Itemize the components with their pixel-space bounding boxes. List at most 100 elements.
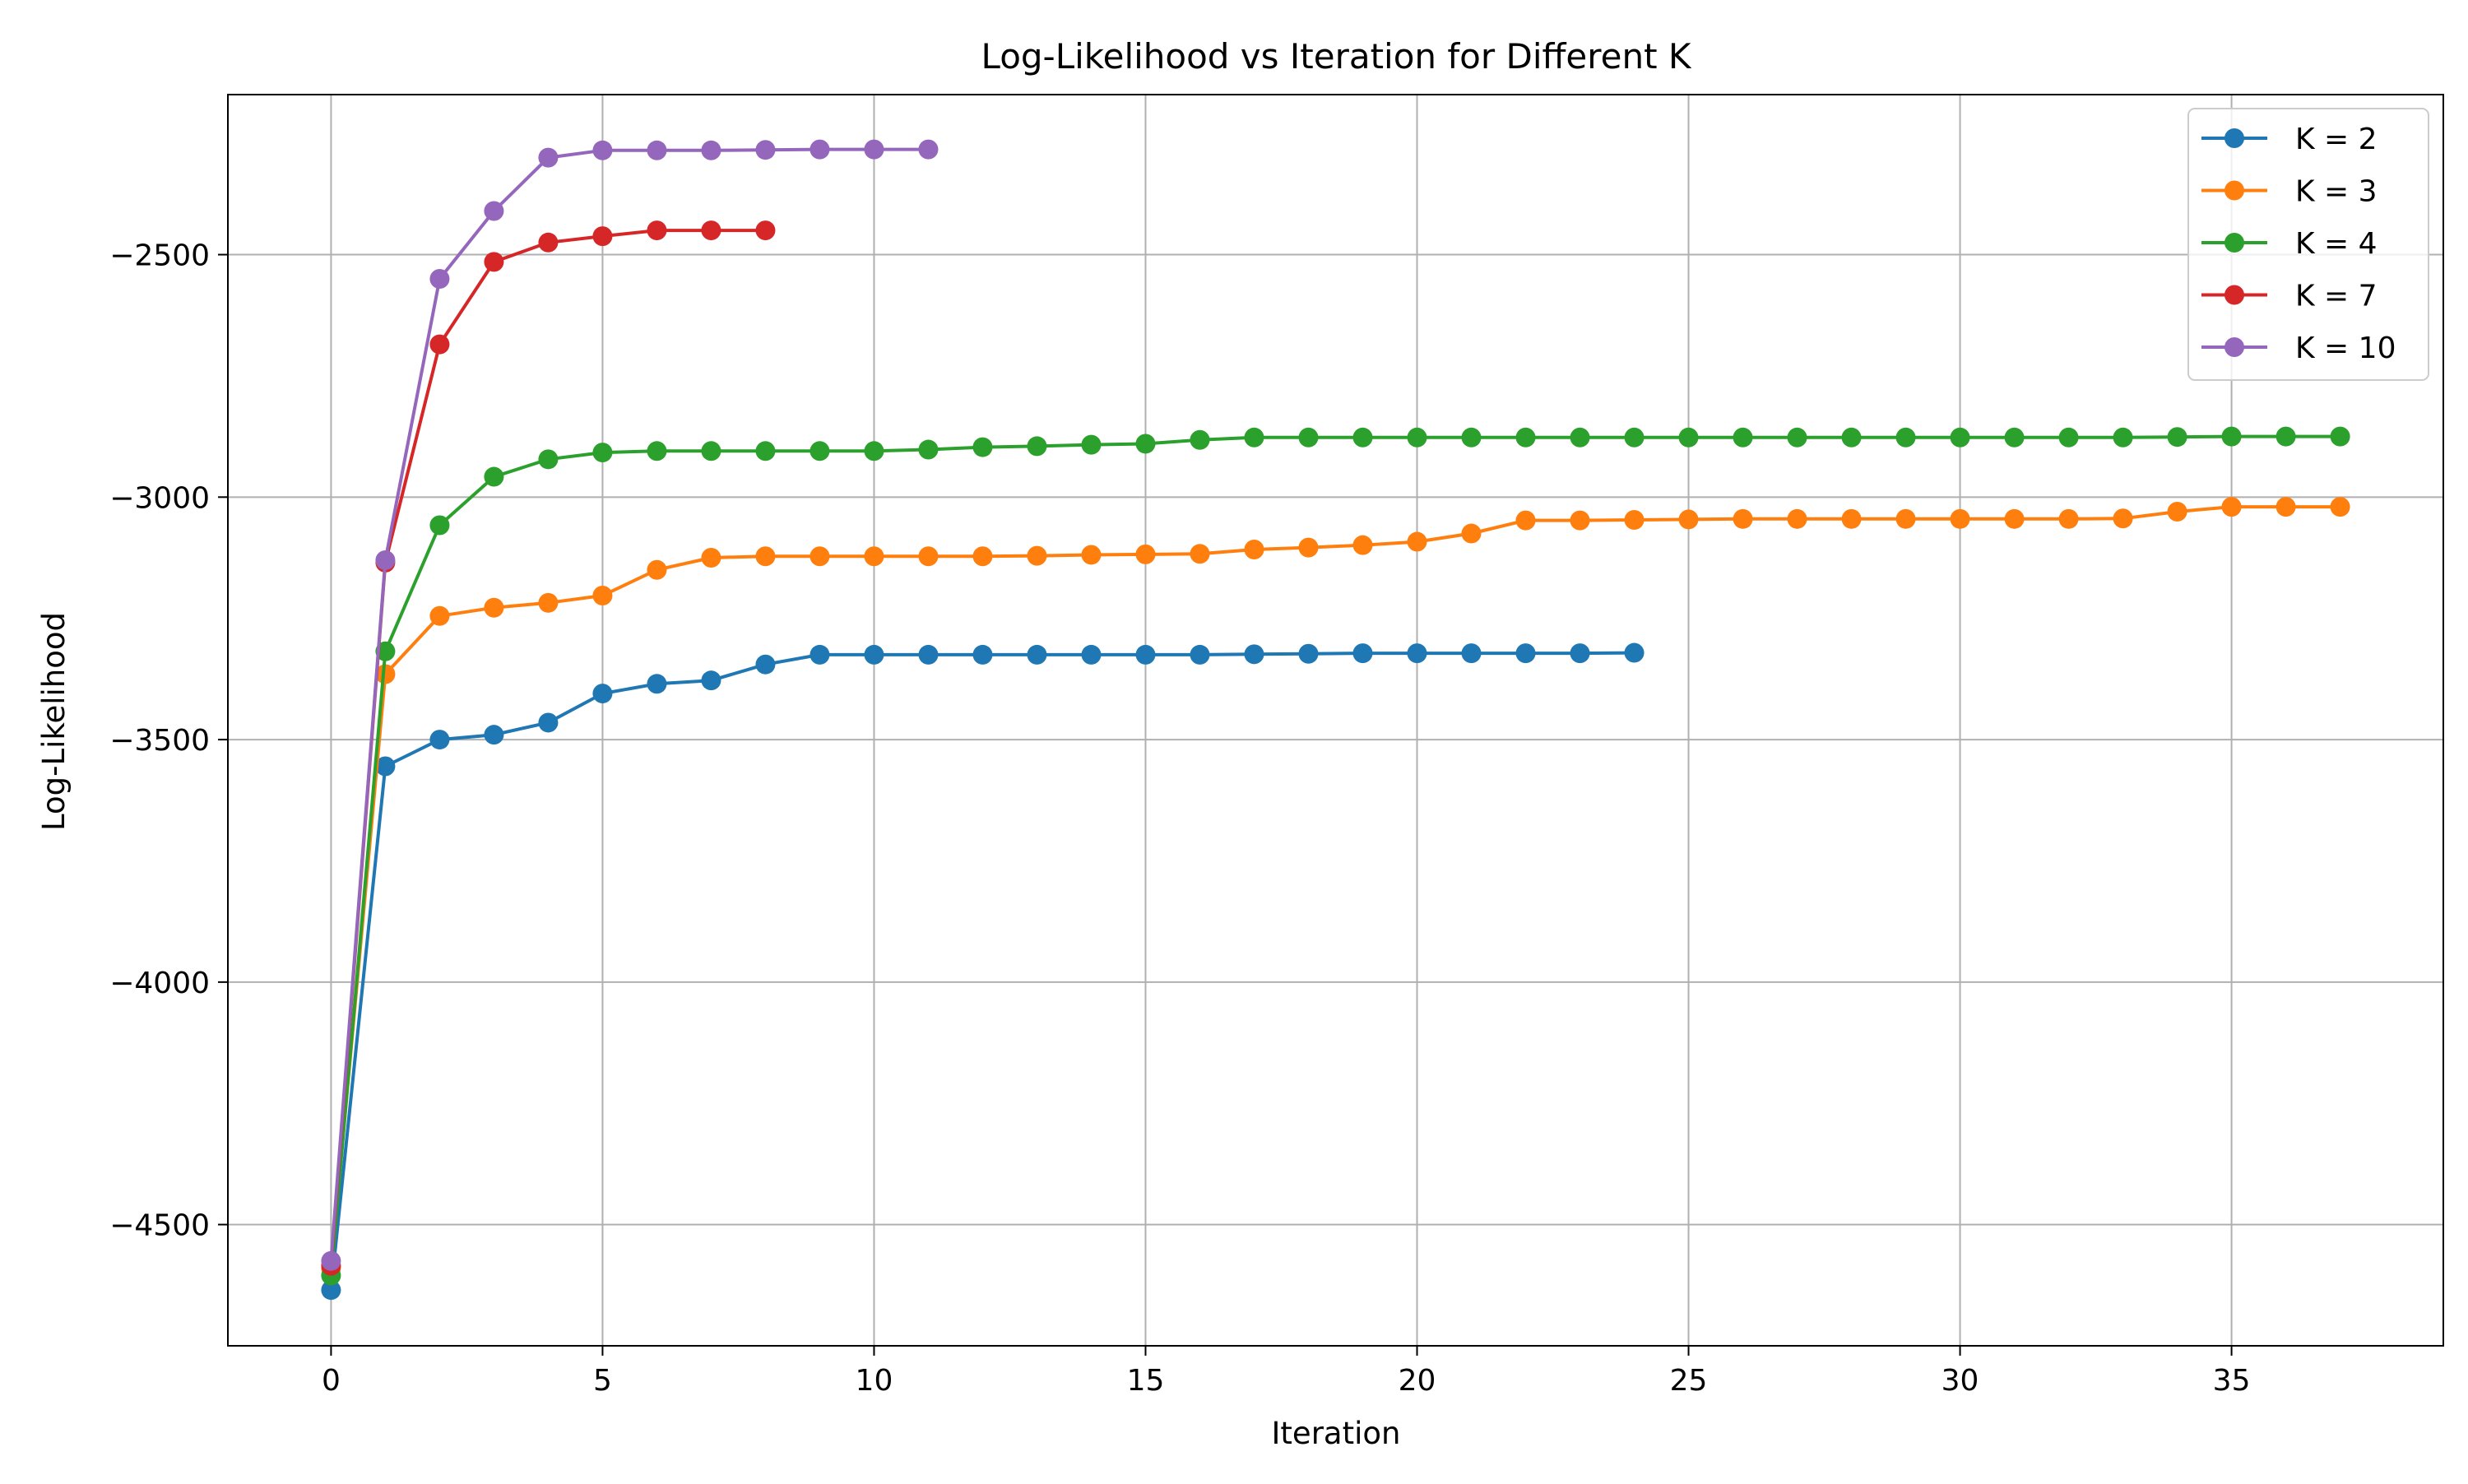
data-point-k-2 bbox=[484, 725, 504, 745]
x-tick-label: 35 bbox=[2213, 1364, 2251, 1398]
x-tick-label: 20 bbox=[1399, 1364, 1436, 1398]
legend-item-k-10: K = 10 bbox=[2201, 332, 2396, 365]
data-point-k-10 bbox=[701, 140, 721, 160]
data-point-k-4 bbox=[755, 441, 776, 461]
x-axis-label: Iteration bbox=[1272, 1416, 1401, 1451]
y-tick-label: −3000 bbox=[109, 481, 210, 515]
data-point-k-4 bbox=[484, 466, 504, 487]
data-point-k-10 bbox=[810, 139, 830, 160]
data-point-k-7 bbox=[755, 220, 776, 241]
legend-label-k-2: K = 2 bbox=[2295, 123, 2378, 156]
data-point-k-3 bbox=[1298, 537, 1319, 558]
data-point-k-4 bbox=[1895, 427, 1916, 448]
axis-ticks: 0 5 10 15 20 25 30 35 −4500 −4000 −3500 −3000 −2500 bbox=[109, 239, 2250, 1398]
data-point-k-2 bbox=[1461, 643, 1482, 664]
data-point-k-4 bbox=[2113, 427, 2133, 448]
data-point-k-2 bbox=[810, 644, 830, 665]
data-point-k-2 bbox=[1624, 642, 1645, 663]
data-point-k-3 bbox=[1407, 531, 1427, 552]
legend-item-k-7: K = 7 bbox=[2201, 280, 2378, 313]
data-point-k-3 bbox=[2004, 508, 2025, 529]
data-point-k-3 bbox=[484, 597, 504, 618]
data-point-k-10 bbox=[429, 269, 450, 290]
data-point-k-4 bbox=[864, 441, 884, 461]
data-point-k-4 bbox=[647, 441, 667, 461]
data-point-k-2 bbox=[918, 644, 939, 665]
data-point-k-2 bbox=[1407, 643, 1427, 664]
chart-title: Log-Likelihood vs Iteration for Differen… bbox=[981, 36, 1692, 77]
y-tick-label: −4000 bbox=[109, 967, 210, 1000]
data-point-k-10 bbox=[592, 140, 613, 160]
data-point-k-10 bbox=[864, 139, 884, 160]
y-tick-label: −4500 bbox=[109, 1209, 210, 1243]
data-point-k-2 bbox=[972, 644, 993, 665]
series-layer bbox=[321, 139, 2350, 1301]
data-point-k-4 bbox=[918, 439, 939, 460]
data-point-k-3 bbox=[1027, 545, 1047, 566]
y-tick-label: −3500 bbox=[109, 724, 210, 758]
data-point-k-7 bbox=[429, 334, 450, 355]
data-point-k-2 bbox=[429, 730, 450, 750]
x-tick-label: 5 bbox=[593, 1364, 612, 1398]
data-point-k-10 bbox=[538, 147, 559, 168]
data-point-k-3 bbox=[2330, 497, 2350, 517]
data-point-k-4 bbox=[1027, 436, 1047, 457]
data-point-k-2 bbox=[1135, 644, 1156, 665]
data-point-k-4 bbox=[1733, 427, 1753, 448]
data-point-k-3 bbox=[2221, 497, 2242, 517]
data-point-k-3 bbox=[1678, 509, 1699, 530]
data-point-k-4 bbox=[1515, 427, 1536, 448]
data-point-k-3 bbox=[1135, 544, 1156, 564]
data-point-k-10 bbox=[321, 1250, 341, 1271]
data-point-k-4 bbox=[1570, 427, 1590, 448]
data-point-k-2 bbox=[592, 684, 613, 704]
legend-marker-k-7 bbox=[2224, 285, 2244, 305]
legend-label-k-4: K = 4 bbox=[2295, 227, 2378, 261]
data-point-k-2 bbox=[1298, 643, 1319, 664]
data-point-k-4 bbox=[972, 437, 993, 457]
data-point-k-4 bbox=[1624, 427, 1645, 448]
data-point-k-3 bbox=[1895, 508, 1916, 529]
data-point-k-2 bbox=[538, 712, 559, 733]
data-point-k-4 bbox=[538, 449, 559, 470]
data-point-k-2 bbox=[701, 670, 721, 691]
data-point-k-4 bbox=[1190, 429, 1210, 450]
data-point-k-4 bbox=[429, 515, 450, 536]
data-point-k-3 bbox=[538, 592, 559, 613]
data-point-k-4 bbox=[1407, 427, 1427, 448]
legend-box bbox=[2187, 108, 2429, 381]
data-point-k-3 bbox=[1841, 508, 1862, 529]
data-point-k-4 bbox=[1841, 427, 1862, 448]
data-point-k-4 bbox=[2275, 426, 2296, 447]
data-point-k-3 bbox=[1570, 510, 1590, 531]
data-point-k-2 bbox=[1352, 643, 1373, 664]
data-point-k-4 bbox=[2167, 427, 2187, 448]
data-point-k-4 bbox=[810, 441, 830, 461]
data-point-k-10 bbox=[375, 550, 396, 570]
data-point-k-3 bbox=[810, 546, 830, 567]
data-point-k-3 bbox=[1081, 545, 1102, 565]
data-point-k-3 bbox=[701, 548, 721, 568]
data-point-k-3 bbox=[1352, 535, 1373, 555]
data-point-k-4 bbox=[1678, 427, 1699, 448]
data-point-k-7 bbox=[484, 252, 504, 272]
data-point-k-3 bbox=[972, 546, 993, 567]
data-point-k-4 bbox=[1461, 427, 1482, 448]
data-point-k-4 bbox=[1352, 427, 1373, 448]
data-point-k-7 bbox=[701, 220, 721, 241]
series-k-10 bbox=[321, 139, 939, 1271]
data-point-k-10 bbox=[918, 139, 939, 160]
data-point-k-3 bbox=[1787, 508, 1807, 529]
data-point-k-3 bbox=[2058, 508, 2079, 529]
data-point-k-2 bbox=[755, 654, 776, 675]
plot-frame bbox=[227, 94, 2444, 1347]
data-point-k-3 bbox=[2167, 502, 2187, 522]
series-k-2 bbox=[321, 642, 1645, 1301]
data-point-k-10 bbox=[755, 140, 776, 160]
data-point-k-4 bbox=[1244, 427, 1264, 448]
x-tick-label: 15 bbox=[1127, 1364, 1165, 1398]
data-point-k-2 bbox=[1515, 643, 1536, 664]
data-point-k-3 bbox=[1244, 539, 1264, 559]
